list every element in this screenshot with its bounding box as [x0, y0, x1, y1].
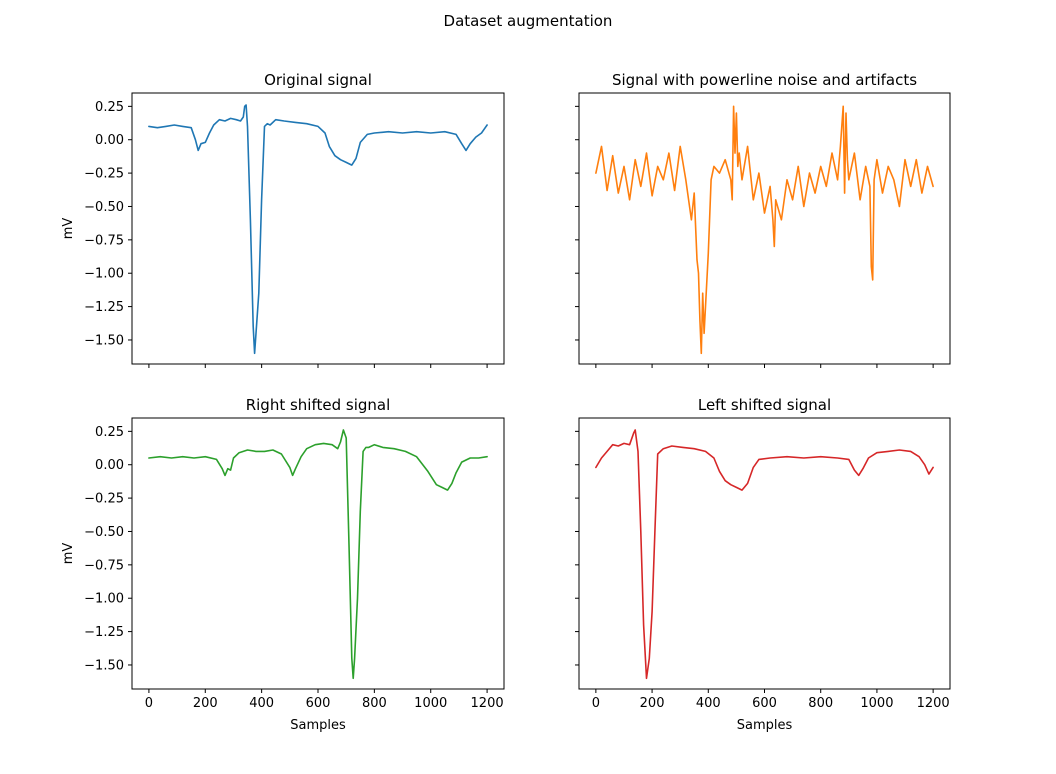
subplots: Original signal 0.25 0.00 −0.25 −0.50 −0.75 −1…: [61, 71, 951, 733]
figure-title: Dataset augmentation: [444, 12, 613, 30]
y-tick-label: −1.50: [84, 333, 124, 348]
y-tick-label: −0.75: [84, 233, 124, 248]
x-tick-label: 400: [696, 696, 721, 711]
y-tick-label: −1.25: [84, 625, 124, 640]
y-tick-label: 0.00: [95, 458, 124, 473]
axes-frame: [578, 92, 951, 365]
y-axis-label: mV: [61, 218, 76, 240]
axes-frame: [131, 92, 505, 365]
x-tick-label: 600: [752, 696, 777, 711]
y-tick-label: −1.50: [84, 658, 124, 673]
subplot-title: Signal with powerline noise and artifact…: [612, 71, 917, 89]
x-tick-label: 1200: [917, 696, 950, 711]
y-tick-label: −0.25: [84, 167, 124, 182]
y-tick-label: −1.25: [84, 300, 124, 315]
x-axis-label: Samples: [290, 718, 346, 733]
subplot-right_shifted: Right shifted signal 0.25 0.00 −0.25 −0.50 −0…: [61, 396, 505, 733]
y-tick-label: −1.00: [84, 592, 124, 607]
subplot-noisy: Signal with powerline noise and artifact…: [575, 71, 951, 368]
series-line-right_shifted: [148, 429, 488, 680]
axes-frame: [131, 417, 505, 690]
y-tick-label: −1.00: [84, 267, 124, 282]
x-tick-label: 0: [592, 696, 600, 711]
y-tick-label: 0.00: [95, 133, 124, 148]
x-tick-label: 600: [306, 696, 331, 711]
subplot-original: Original signal 0.25 0.00 −0.25 −0.50 −0.75 −1…: [61, 71, 505, 368]
subplot-title: Original signal: [264, 71, 372, 89]
y-tick-label: 0.25: [95, 100, 124, 115]
x-tick-label: 800: [362, 696, 387, 711]
x-tick-label: 800: [808, 696, 833, 711]
x-tick-label: 0: [145, 696, 153, 711]
subplot-title: Left shifted signal: [698, 396, 831, 414]
y-tick-label: −0.50: [84, 200, 124, 215]
y-tick-label: 0.25: [95, 425, 124, 440]
subplot-left_shifted: Left shifted signal 0 200 400 600 800 1000 1200…: [575, 396, 951, 733]
y-tick-label: −0.25: [84, 492, 124, 507]
x-tick-label: 1000: [414, 696, 447, 711]
x-tick-label: 1200: [471, 696, 504, 711]
x-tick-label: 200: [193, 696, 218, 711]
y-tick-label: −0.75: [84, 558, 124, 573]
y-axis-label: mV: [61, 543, 76, 565]
series-line-noisy: [595, 105, 934, 355]
subplot-title: Right shifted signal: [246, 396, 391, 414]
series-line-original: [148, 104, 488, 355]
x-tick-label: 1000: [860, 696, 893, 711]
x-tick-label: 200: [640, 696, 665, 711]
x-axis-label: Samples: [737, 718, 793, 733]
y-tick-label: −0.50: [84, 525, 124, 540]
series-line-left_shifted: [595, 429, 934, 680]
x-tick-label: 400: [249, 696, 274, 711]
